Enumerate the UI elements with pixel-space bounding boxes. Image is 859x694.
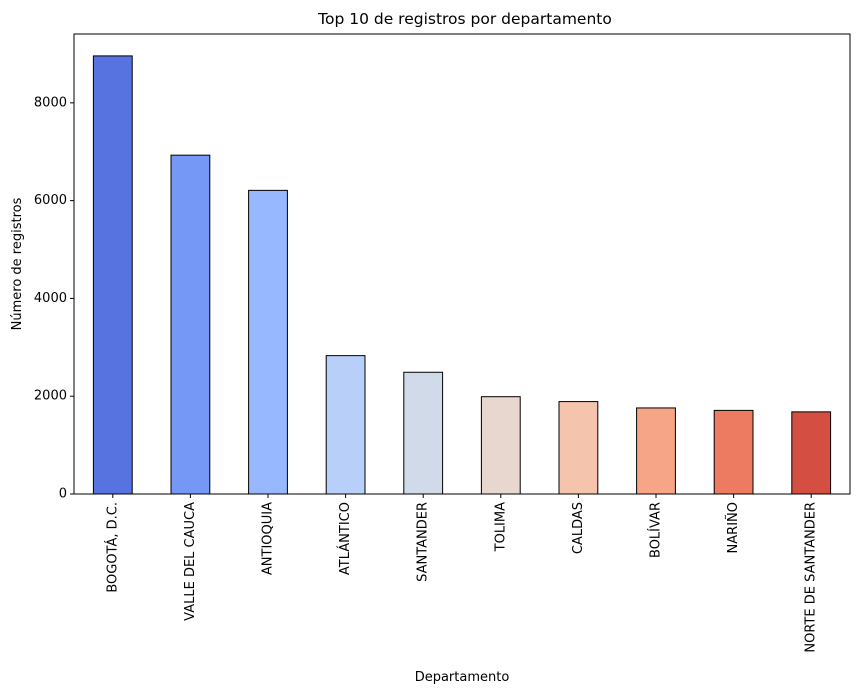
x-tick-label: BOLÍVAR	[648, 502, 664, 558]
bar	[92, 55, 133, 495]
x-axis: BOGOTÁ, D.C. VALLE DEL CAUCA ANTIOQUIA ATLÁ…	[104, 494, 819, 653]
chart-title: Top 10 de registros por departamento	[317, 10, 612, 28]
y-axis: 0 2000 4000 6000 8000	[34, 95, 74, 502]
y-tick-label: 4000	[34, 291, 67, 306]
bar	[325, 355, 366, 495]
bar	[403, 371, 444, 495]
y-tick-label: 6000	[34, 193, 67, 208]
bar	[636, 407, 676, 495]
y-tick-label: 0	[59, 487, 67, 502]
bar	[791, 411, 832, 495]
y-tick-label: 8000	[34, 95, 67, 110]
bar	[480, 396, 521, 495]
x-tick-label: ANTIOQUIA	[261, 502, 276, 575]
y-tick-label: 2000	[34, 389, 67, 404]
x-tick-label: CALDAS	[571, 502, 586, 554]
bars-group	[92, 55, 832, 495]
x-tick-label: TOLIMA	[493, 502, 508, 552]
x-tick-label: VALLE DEL CAUCA	[183, 502, 198, 621]
x-tick-label: ATLÁNTICO	[337, 502, 353, 575]
x-tick-label: BOGOTÁ, D.C.	[104, 502, 120, 593]
y-axis-label: Número de registros	[10, 197, 25, 330]
x-tick-label: NORTE DE SANTANDER	[804, 502, 819, 653]
x-axis-label: Departamento	[415, 670, 510, 685]
x-tick-label: NARIÑO	[725, 502, 741, 553]
bar	[170, 154, 211, 495]
bar	[713, 409, 754, 495]
plot-frame	[73, 33, 851, 495]
bar	[248, 189, 288, 495]
bar	[558, 401, 599, 495]
x-tick-label: SANTANDER	[416, 502, 431, 582]
